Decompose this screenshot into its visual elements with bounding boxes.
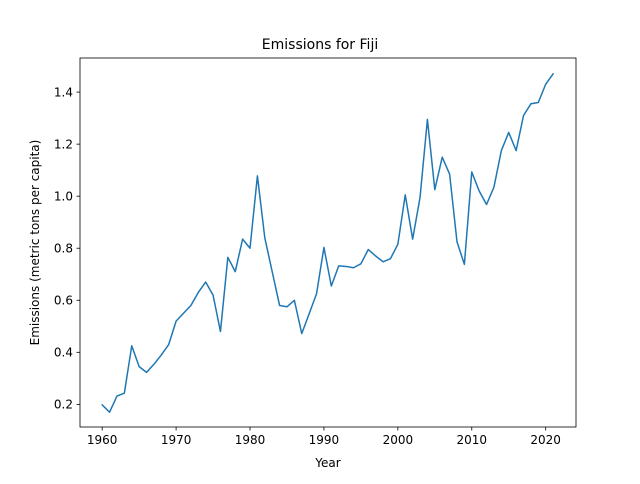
x-axis-label: Year xyxy=(314,456,340,470)
x-axis: 1960 1970 1980 1990 2000 2010 2020 xyxy=(87,427,561,447)
series-line xyxy=(101,72,555,413)
x-tick-label: 2000 xyxy=(383,433,414,447)
y-tick-label: 1.2 xyxy=(54,137,73,151)
y-axis-label: Emissions (metric tons per capita) xyxy=(28,140,42,346)
y-tick-label: 0.2 xyxy=(54,398,73,412)
plot-area xyxy=(101,72,555,413)
x-tick-label: 2010 xyxy=(457,433,488,447)
x-tick-label: 1980 xyxy=(235,433,266,447)
axes-frame xyxy=(79,57,577,428)
x-tick-label: 1960 xyxy=(87,433,118,447)
chart-title: Emissions for Fiji xyxy=(262,37,378,53)
y-tick-label: 0.4 xyxy=(54,346,73,360)
y-tick-label: 0.8 xyxy=(54,242,73,256)
y-tick-label: 0.6 xyxy=(54,294,73,308)
x-tick-label: 1970 xyxy=(161,433,192,447)
y-tick-label: 1.4 xyxy=(54,85,73,99)
x-tick-label: 1990 xyxy=(309,433,340,447)
y-tick-label: 1.0 xyxy=(54,189,73,203)
x-tick-label: 2020 xyxy=(530,433,561,447)
y-axis: 0.2 0.4 0.6 0.8 1.0 1.2 1.4 xyxy=(54,85,80,412)
